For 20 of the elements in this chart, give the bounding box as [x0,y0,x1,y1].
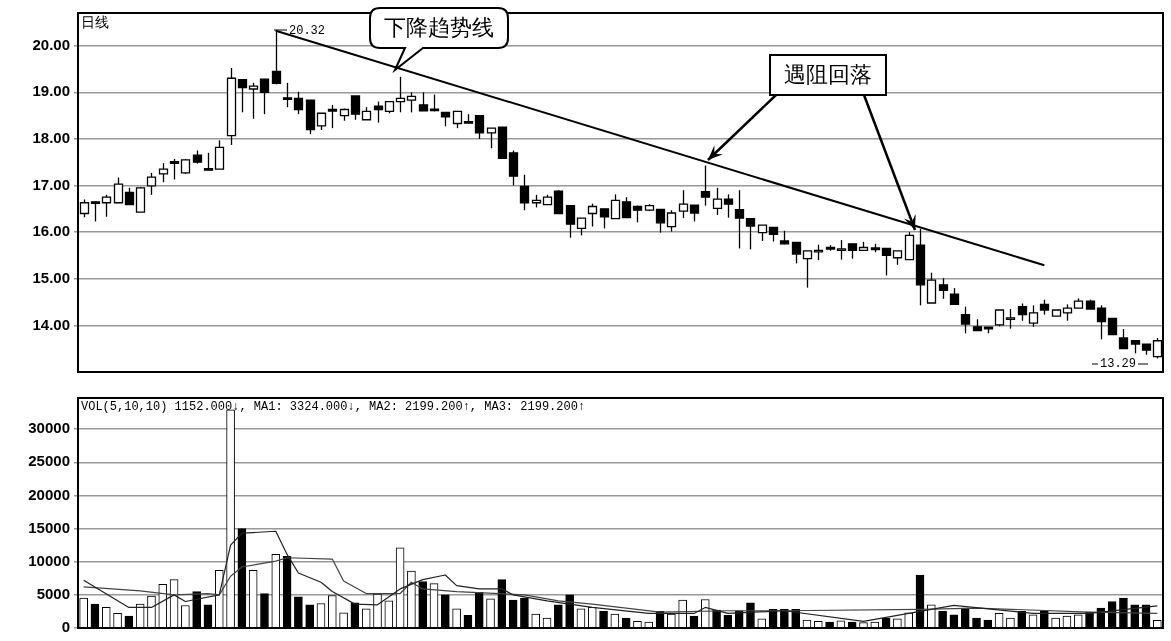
chart-title: 日线 [81,13,109,30]
y-tick-label: 5000 [36,585,70,602]
y-tick-label: 17.00 [32,175,70,193]
annotation: 20.32 [289,24,326,39]
y-tick-label: 16.00 [32,222,70,240]
y-tick-label: 18.00 [32,129,70,147]
chart-title: VOL(5,10,10) 1152.000↓, MA1: 3324.000↓, MA2: 2199.200↑, MA3: 2199.200↑ [81,400,586,415]
y-tick-label: 10000 [28,551,70,569]
y-tick-label: 20.00 [32,35,70,53]
y-tick-label: 0 [61,618,70,636]
y-tick-label: 30000 [28,419,70,437]
annotation: 下降趋势线 [384,15,494,41]
y-tick-label: 25000 [28,452,70,470]
y-tick-label: 20000 [28,485,70,503]
annotation: 13.29 [1099,357,1136,372]
y-tick-label: 15.00 [32,268,70,286]
y-tick-label: 14.00 [32,315,70,333]
y-tick-label: 15000 [28,518,70,536]
y-tick-label: 19.00 [32,82,70,100]
annotation: 遇阻回落 [784,62,872,88]
